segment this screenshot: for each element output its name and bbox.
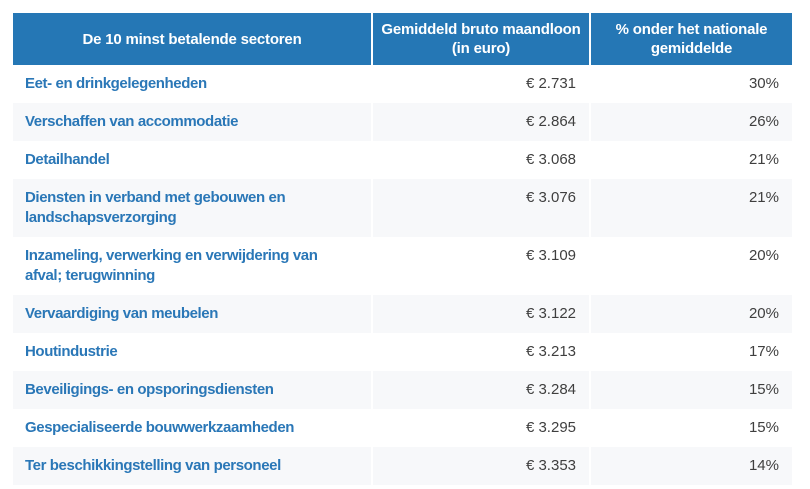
sector-name: Gespecialiseerde bouwwerkzaamheden: [13, 409, 371, 447]
sector-name: Inzameling, verwerking en verwijdering v…: [13, 237, 371, 295]
table-row: Vervaardiging van meubelen € 3.122 20%: [13, 295, 792, 333]
sector-name: Beveiligings- en opsporingsdiensten: [13, 371, 371, 409]
table-header-row: De 10 minst betalende sectoren Gemiddeld…: [13, 13, 792, 65]
average-wage-value: € 3.068: [373, 141, 589, 179]
table-body: Eet- en drinkgelegenheden € 2.731 30% Ve…: [13, 65, 792, 485]
average-wage-value: € 3.076: [373, 179, 589, 237]
table-row: Gespecialiseerde bouwwerkzaamheden € 3.2…: [13, 409, 792, 447]
table-row: Detailhandel € 3.068 21%: [13, 141, 792, 179]
sector-name: Ter beschikkingstelling van personeel: [13, 447, 371, 485]
sector-name: Diensten in verband met gebouwen en land…: [13, 179, 371, 237]
percent-below-average-value: 15%: [591, 409, 792, 447]
percent-below-average-value: 21%: [591, 179, 792, 237]
average-wage-value: € 3.295: [373, 409, 589, 447]
average-wage-value: € 3.213: [373, 333, 589, 371]
sector-name: Detailhandel: [13, 141, 371, 179]
table-row: Beveiligings- en opsporingsdiensten € 3.…: [13, 371, 792, 409]
table-row: Inzameling, verwerking en verwijdering v…: [13, 237, 792, 295]
sector-name: Houtindustrie: [13, 333, 371, 371]
column-header-sector: De 10 minst betalende sectoren: [13, 13, 371, 65]
average-wage-value: € 3.353: [373, 447, 589, 485]
percent-below-average-value: 17%: [591, 333, 792, 371]
percent-below-average-value: 30%: [591, 65, 792, 103]
average-wage-value: € 2.864: [373, 103, 589, 141]
sector-name: Eet- en drinkgelegenheden: [13, 65, 371, 103]
table-row: Eet- en drinkgelegenheden € 2.731 30%: [13, 65, 792, 103]
average-wage-value: € 3.109: [373, 237, 589, 295]
percent-below-average-value: 20%: [591, 237, 792, 295]
column-header-percent-below-average: % onder het nationale gemiddelde: [591, 13, 792, 65]
percent-below-average-value: 15%: [591, 371, 792, 409]
table-row: Verschaffen van accommodatie € 2.864 26%: [13, 103, 792, 141]
sector-name: Verschaffen van accommodatie: [13, 103, 371, 141]
average-wage-value: € 3.122: [373, 295, 589, 333]
percent-below-average-value: 14%: [591, 447, 792, 485]
table-row: Ter beschikkingstelling van personeel € …: [13, 447, 792, 485]
lowest-paying-sectors-table: De 10 minst betalende sectoren Gemiddeld…: [13, 13, 792, 485]
sector-name: Vervaardiging van meubelen: [13, 295, 371, 333]
average-wage-value: € 3.284: [373, 371, 589, 409]
percent-below-average-value: 26%: [591, 103, 792, 141]
percent-below-average-value: 20%: [591, 295, 792, 333]
average-wage-value: € 2.731: [373, 65, 589, 103]
table-row: Diensten in verband met gebouwen en land…: [13, 179, 792, 237]
percent-below-average-value: 21%: [591, 141, 792, 179]
table-row: Houtindustrie € 3.213 17%: [13, 333, 792, 371]
column-header-average-wage: Gemiddeld bruto maandloon (in euro): [373, 13, 589, 65]
